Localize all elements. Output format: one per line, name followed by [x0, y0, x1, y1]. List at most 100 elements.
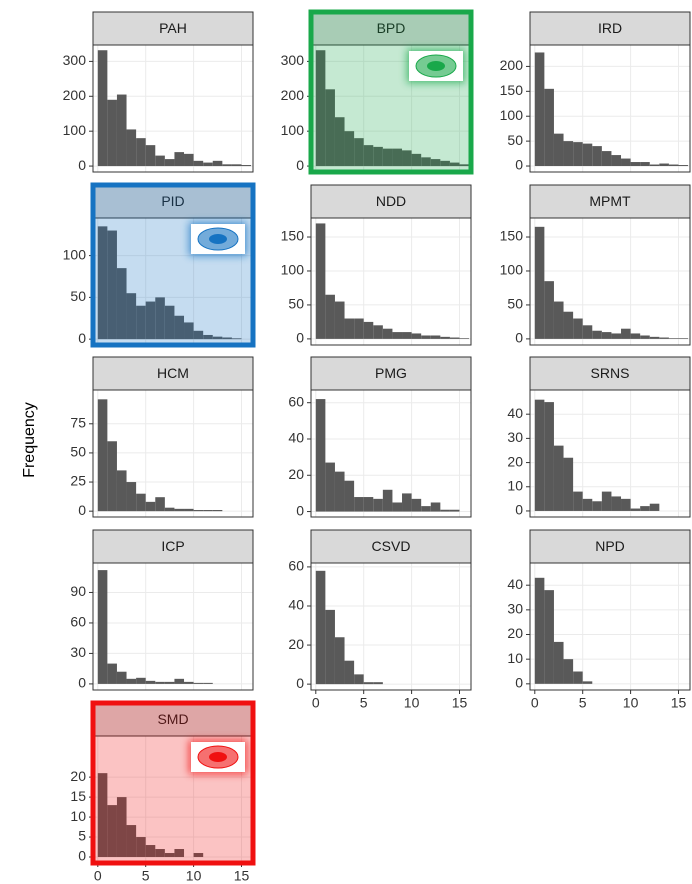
bar [459, 164, 470, 167]
y-tick-label: 200 [500, 57, 524, 73]
y-tick-label: 50 [507, 296, 523, 312]
strip-title: PAH [159, 20, 187, 36]
y-tick-label: 60 [70, 614, 86, 630]
bar [203, 682, 213, 684]
x-tick-label: 0 [312, 695, 320, 711]
bar [601, 332, 612, 339]
bar [382, 148, 393, 167]
y-tick-label: 10 [70, 808, 86, 824]
y-tick-label: 5 [78, 828, 86, 844]
bar [582, 143, 593, 167]
y-tick-label: 0 [296, 502, 304, 518]
y-tick-label: 50 [70, 444, 86, 460]
bar [449, 337, 460, 339]
bar [107, 230, 117, 340]
bar [430, 502, 441, 512]
highlight-frame [90, 700, 256, 866]
bar [640, 335, 650, 339]
x-tick-label: 15 [452, 695, 468, 711]
bar [630, 333, 641, 339]
strip [92, 529, 254, 564]
y-tick-label: 20 [288, 466, 304, 482]
bar [459, 338, 470, 339]
bar [155, 155, 165, 167]
bar [544, 88, 554, 167]
bar [563, 457, 574, 511]
bar [136, 493, 146, 512]
y-tick-label: 20 [507, 625, 523, 641]
bar [184, 153, 194, 167]
y-tick-label: 300 [63, 52, 87, 68]
bar [97, 50, 108, 167]
bar [621, 158, 631, 167]
y-tick-label: 20 [507, 453, 523, 469]
x-tick-label: 15 [671, 695, 687, 711]
bar [449, 509, 460, 512]
bar [630, 162, 641, 167]
bar [174, 508, 185, 512]
y-tick-label: 40 [288, 597, 304, 613]
bar [553, 641, 564, 684]
bar [193, 853, 204, 858]
bar [363, 497, 374, 512]
bar [601, 491, 612, 511]
strip-title: BPD [377, 20, 406, 36]
bar [97, 773, 108, 858]
y-tick-label: 0 [515, 675, 523, 691]
bar [164, 159, 175, 167]
bar [184, 322, 194, 340]
y-tick-label: 15 [70, 788, 86, 804]
bar [668, 338, 679, 339]
y-tick-label: 40 [507, 405, 523, 421]
bar [421, 335, 431, 339]
y-tick-label: 0 [515, 157, 523, 173]
bar [174, 678, 185, 684]
bar [402, 493, 412, 512]
bar [231, 164, 242, 167]
x-tick-label: 10 [186, 868, 202, 884]
y-tick-label: 100 [500, 262, 524, 278]
bar [136, 677, 146, 684]
bar [334, 637, 345, 685]
y-tick-label: 0 [78, 502, 86, 518]
y-tick-label: 300 [281, 52, 305, 68]
x-tick-label: 0 [531, 695, 539, 711]
x-tick-label: 10 [404, 695, 420, 711]
bar [126, 825, 137, 858]
strip [529, 529, 691, 564]
strip [529, 356, 691, 391]
bar [659, 337, 669, 339]
y-tick-label: 0 [78, 675, 86, 691]
y-tick-label: 100 [63, 246, 87, 262]
icon-nucleus [209, 752, 227, 762]
strip-title: PMG [375, 365, 407, 381]
y-tick-label: 60 [288, 558, 304, 574]
y-tick-label: 0 [515, 502, 523, 518]
y-tick-label: 100 [63, 122, 87, 138]
bar [402, 332, 412, 339]
bar [534, 577, 545, 684]
bar [363, 145, 374, 167]
bar [325, 462, 335, 512]
strip [310, 529, 472, 564]
bar [382, 328, 393, 339]
bar [155, 297, 165, 340]
bar [107, 99, 117, 167]
bar [136, 305, 146, 340]
y-tick-label: 25 [70, 473, 86, 489]
bar [203, 334, 213, 340]
x-tick-label: 5 [579, 695, 587, 711]
bar [126, 293, 137, 340]
x-tick-label: 5 [360, 695, 368, 711]
bar [315, 399, 326, 512]
bar [421, 157, 431, 167]
y-tick-label: 30 [507, 429, 523, 445]
bar [334, 471, 345, 512]
strip-title: ICP [161, 538, 184, 554]
bar [630, 508, 641, 511]
highlight-tint [93, 703, 253, 863]
bar [392, 148, 403, 167]
bar [534, 399, 545, 511]
bar [449, 162, 460, 167]
